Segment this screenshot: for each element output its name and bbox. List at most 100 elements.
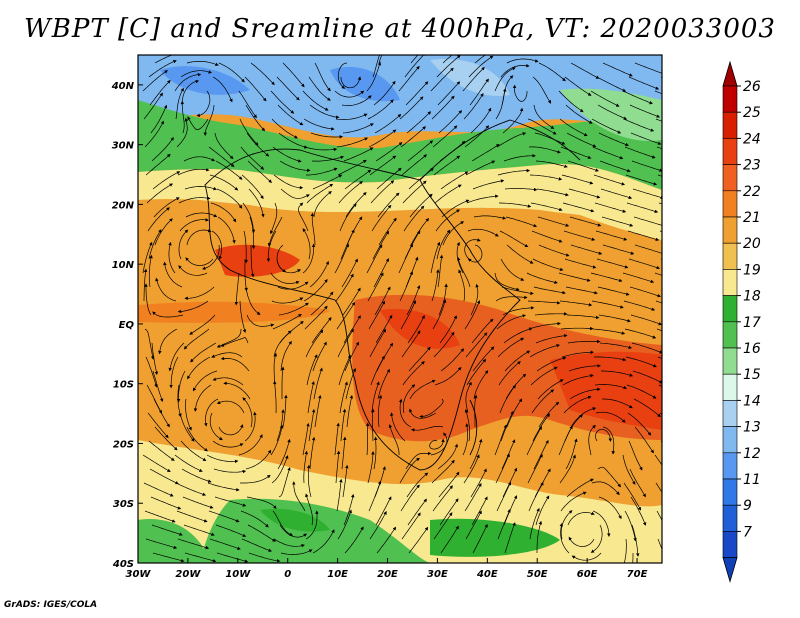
streamline xyxy=(185,398,192,431)
streamline xyxy=(526,272,558,284)
streamline xyxy=(535,160,568,168)
streamline xyxy=(388,424,400,455)
temperature-field xyxy=(138,55,662,563)
streamline xyxy=(465,381,472,414)
latitude-axis: 40N 30N 20N 10N EQ 10S 20S 30S 40S xyxy=(111,81,143,570)
streamline xyxy=(564,258,597,269)
streamline xyxy=(241,538,273,552)
streamline xyxy=(407,140,434,162)
streamline xyxy=(628,76,660,90)
streamline xyxy=(594,202,627,213)
streamline xyxy=(342,123,374,134)
streamline xyxy=(409,193,433,218)
streamline xyxy=(372,55,380,78)
streamline xyxy=(306,183,334,204)
streamline xyxy=(149,468,179,485)
streamline xyxy=(436,55,461,78)
streamline xyxy=(337,509,352,540)
streamline xyxy=(601,370,634,377)
streamline xyxy=(440,171,469,190)
streamline xyxy=(147,412,169,439)
streamline xyxy=(215,524,247,537)
streamline xyxy=(654,272,662,276)
streamline xyxy=(399,457,420,484)
colorbar-label: 16 xyxy=(743,341,761,357)
streamline xyxy=(623,300,656,311)
streamline xyxy=(536,356,567,372)
streamline xyxy=(406,111,432,134)
streamline xyxy=(377,192,400,218)
streamline xyxy=(189,314,216,335)
streamline xyxy=(266,230,277,263)
streamline xyxy=(626,202,659,214)
streamline xyxy=(512,84,528,102)
streamline xyxy=(390,412,406,442)
lon-label: 10E xyxy=(327,569,348,580)
lon-label: 50E xyxy=(527,569,548,580)
streamline xyxy=(152,311,184,318)
streamline xyxy=(178,265,208,276)
streamline xyxy=(401,512,421,540)
streamline xyxy=(240,474,271,484)
streamline xyxy=(215,160,243,180)
colorbar-label: 17 xyxy=(743,315,761,331)
streamline xyxy=(314,62,331,92)
streamline xyxy=(632,188,662,200)
streamline xyxy=(312,529,335,554)
streamline xyxy=(245,104,266,132)
streamline xyxy=(560,146,592,159)
streamline xyxy=(209,412,223,441)
streamline xyxy=(474,55,487,64)
streamline xyxy=(536,520,543,553)
streamline xyxy=(366,61,382,92)
streamline xyxy=(623,538,627,563)
streamline xyxy=(503,153,536,162)
colorbar-bottom-arrow xyxy=(722,557,738,584)
streamline xyxy=(562,202,595,213)
streamline xyxy=(559,522,570,554)
colorbar-label: 12 xyxy=(743,446,761,462)
streamline xyxy=(497,508,511,540)
streamline xyxy=(214,496,247,507)
streamline xyxy=(570,244,603,255)
streamline xyxy=(304,146,338,152)
streamline xyxy=(182,496,214,509)
streamline xyxy=(588,424,596,456)
streamline xyxy=(239,118,259,146)
streamline xyxy=(340,76,362,89)
streamline xyxy=(467,244,483,263)
streamline xyxy=(498,361,521,386)
streamline xyxy=(404,55,427,78)
lat-label: 30S xyxy=(113,499,134,510)
streamline xyxy=(190,342,217,363)
streamline xyxy=(504,350,531,372)
streamline xyxy=(163,261,183,288)
streamline xyxy=(337,62,348,89)
lon-label: 30E xyxy=(427,569,448,580)
map-frame xyxy=(137,54,663,564)
streamline xyxy=(151,342,159,376)
streamline xyxy=(602,426,616,455)
streamline xyxy=(249,216,256,250)
streamline xyxy=(530,202,563,212)
streamline xyxy=(368,129,397,148)
streamline xyxy=(665,189,695,198)
streamline xyxy=(568,536,595,547)
streamline xyxy=(179,412,195,442)
streamline xyxy=(528,481,544,512)
streamline xyxy=(304,305,328,330)
streamline xyxy=(406,472,429,498)
streamline xyxy=(314,394,322,428)
colorbar-segment xyxy=(722,400,738,427)
streamline xyxy=(534,312,568,316)
streamline xyxy=(143,92,164,120)
streamline xyxy=(602,62,633,77)
streamline xyxy=(601,216,634,227)
streamlines xyxy=(142,55,695,563)
streamline xyxy=(371,408,375,442)
streamline xyxy=(527,453,543,484)
streamline xyxy=(241,174,264,200)
longitude-axis: 30W 20W 10W 0 10E 20E 30E 40E 50E 60E 70E xyxy=(126,558,648,580)
colorbar-segment xyxy=(722,426,738,454)
streamline xyxy=(370,355,385,386)
